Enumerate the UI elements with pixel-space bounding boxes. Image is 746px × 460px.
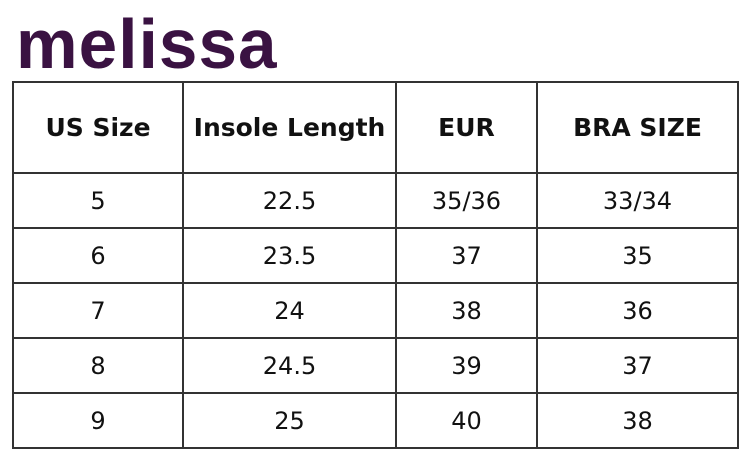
cell-bra-size: 33/34	[536, 172, 739, 229]
header-eur: EUR	[395, 81, 538, 174]
table-row: 5 22.5 35/36 33/34	[12, 172, 739, 229]
cell-insole-length: 25	[182, 392, 397, 449]
cell-eur: 37	[395, 227, 538, 284]
cell-insole-length: 22.5	[182, 172, 397, 229]
cell-eur: 38	[395, 282, 538, 339]
cell-us-size: 7	[12, 282, 184, 339]
cell-insole-length: 24	[182, 282, 397, 339]
cell-eur: 39	[395, 337, 538, 394]
table-row: 7 24 38 36	[12, 282, 739, 339]
table-row: 9 25 40 38	[12, 392, 739, 449]
cell-bra-size: 36	[536, 282, 739, 339]
cell-eur: 35/36	[395, 172, 538, 229]
cell-us-size: 5	[12, 172, 184, 229]
cell-insole-length: 24.5	[182, 337, 397, 394]
header-row: US Size Insole Length EUR BRA SIZE	[12, 81, 739, 174]
cell-bra-size: 38	[536, 392, 739, 449]
header-insole-length: Insole Length	[182, 81, 397, 174]
brand-logo: melissa	[16, 5, 278, 83]
table-row: 6 23.5 37 35	[12, 227, 739, 284]
cell-eur: 40	[395, 392, 538, 449]
table-row: 8 24.5 39 37	[12, 337, 739, 394]
size-chart-table: US Size Insole Length EUR BRA SIZE 5 22.5…	[12, 81, 739, 449]
cell-bra-size: 37	[536, 337, 739, 394]
cell-bra-size: 35	[536, 227, 739, 284]
header-bra-size: BRA SIZE	[536, 81, 739, 174]
cell-us-size: 8	[12, 337, 184, 394]
cell-insole-length: 23.5	[182, 227, 397, 284]
header-us-size: US Size	[12, 81, 184, 174]
cell-us-size: 9	[12, 392, 184, 449]
cell-us-size: 6	[12, 227, 184, 284]
